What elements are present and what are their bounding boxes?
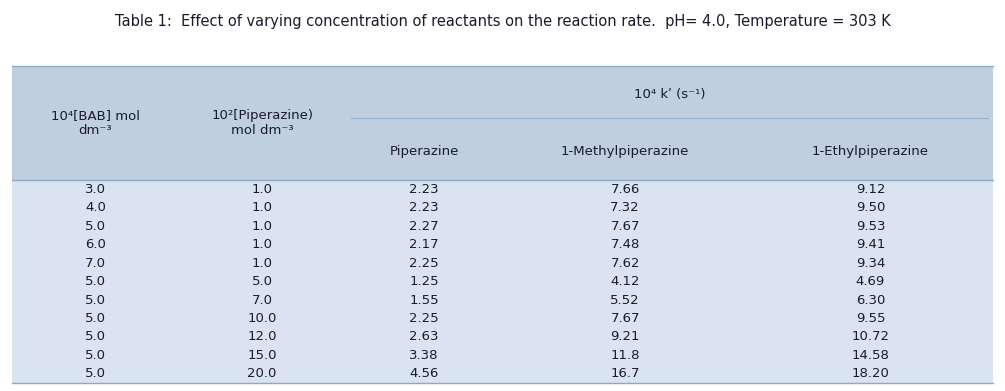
Text: 5.0: 5.0 [84,367,106,380]
Text: 2.17: 2.17 [409,238,439,251]
Text: 6.30: 6.30 [855,294,885,307]
Text: 4.69: 4.69 [855,275,885,288]
Text: 5.0: 5.0 [84,349,106,362]
Text: 15.0: 15.0 [247,349,277,362]
Text: 9.34: 9.34 [855,256,885,270]
Text: 14.58: 14.58 [851,349,889,362]
Text: 5.0: 5.0 [84,220,106,233]
Text: 9.21: 9.21 [610,330,640,343]
Text: Piperazine: Piperazine [389,145,458,158]
Text: 7.66: 7.66 [610,183,640,196]
Text: 4.12: 4.12 [610,275,640,288]
Text: 1.0: 1.0 [251,238,272,251]
Text: 6.0: 6.0 [85,238,106,251]
Text: 7.67: 7.67 [610,312,640,325]
Text: 3.38: 3.38 [409,349,439,362]
Text: 1.55: 1.55 [409,294,439,307]
Text: 7.0: 7.0 [84,256,106,270]
Text: 1.0: 1.0 [251,220,272,233]
Text: 4.56: 4.56 [409,367,439,380]
Text: 10⁴ kʹ (s⁻¹): 10⁴ kʹ (s⁻¹) [633,88,706,101]
Text: 16.7: 16.7 [610,367,640,380]
Text: 1-Methylpiperazine: 1-Methylpiperazine [561,145,689,158]
Text: 7.67: 7.67 [610,220,640,233]
Text: 9.41: 9.41 [855,238,885,251]
Text: 1.25: 1.25 [409,275,439,288]
Text: 9.50: 9.50 [855,201,885,214]
Text: 7.62: 7.62 [610,256,640,270]
Text: 7.0: 7.0 [251,294,272,307]
Text: 4.0: 4.0 [85,201,106,214]
Text: 2.23: 2.23 [409,183,439,196]
Text: 9.12: 9.12 [855,183,885,196]
Text: 11.8: 11.8 [610,349,640,362]
Text: 9.55: 9.55 [855,312,885,325]
Text: 3.0: 3.0 [84,183,106,196]
Text: 7.32: 7.32 [610,201,640,214]
Text: 5.0: 5.0 [84,330,106,343]
Text: 1.0: 1.0 [251,201,272,214]
Text: 2.63: 2.63 [409,330,439,343]
Text: 1.0: 1.0 [251,183,272,196]
Text: 5.0: 5.0 [84,294,106,307]
Text: 2.23: 2.23 [409,201,439,214]
Text: 18.20: 18.20 [851,367,889,380]
Text: 5.0: 5.0 [84,275,106,288]
Text: 10²[Piperazine)
mol dm⁻³: 10²[Piperazine) mol dm⁻³ [211,109,314,137]
Text: Table 1:  Effect of varying concentration of reactants on the reaction rate.  pH: Table 1: Effect of varying concentration… [115,14,890,29]
Text: 10.0: 10.0 [247,312,276,325]
Text: 10.72: 10.72 [851,330,889,343]
Text: 7.48: 7.48 [610,238,640,251]
Text: 2.27: 2.27 [409,220,439,233]
Text: 1-Ethylpiperazine: 1-Ethylpiperazine [812,145,929,158]
Text: 10⁴[BAB] mol
dm⁻³: 10⁴[BAB] mol dm⁻³ [51,109,140,137]
Text: 5.52: 5.52 [610,294,640,307]
Text: 2.25: 2.25 [409,312,439,325]
Text: 20.0: 20.0 [247,367,276,380]
Text: 2.25: 2.25 [409,256,439,270]
Text: 12.0: 12.0 [247,330,277,343]
Text: 5.0: 5.0 [84,312,106,325]
Text: 5.0: 5.0 [251,275,272,288]
Text: 1.0: 1.0 [251,256,272,270]
Text: 9.53: 9.53 [855,220,885,233]
